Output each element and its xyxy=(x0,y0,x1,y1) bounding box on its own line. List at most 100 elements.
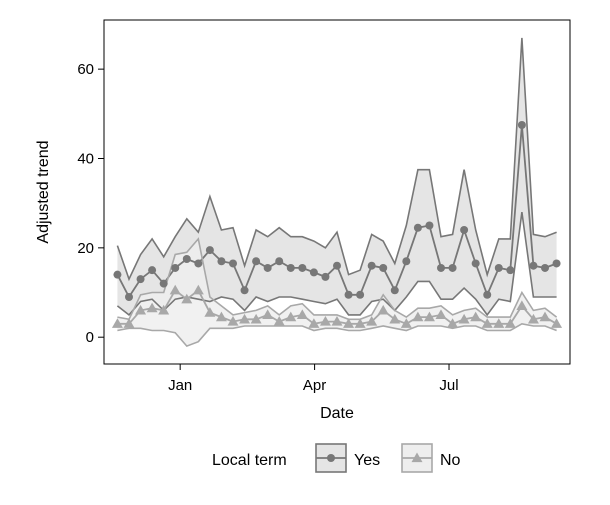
data-point-no xyxy=(366,316,378,326)
data-point-yes xyxy=(113,270,122,279)
data-point-yes xyxy=(252,257,261,266)
x-tick-label: Apr xyxy=(303,377,326,394)
data-point-yes xyxy=(552,259,561,268)
data-point-yes xyxy=(298,263,307,272)
data-point-no xyxy=(493,318,505,328)
data-point-no xyxy=(250,313,262,324)
data-point-no xyxy=(354,318,366,328)
data-point-yes xyxy=(390,286,399,295)
data-point-yes xyxy=(402,257,411,266)
data-point-no xyxy=(458,313,470,324)
data-point-no xyxy=(389,313,401,324)
x-tick-label: Jan xyxy=(168,377,192,394)
data-point-no xyxy=(400,318,412,328)
data-point-no xyxy=(447,318,459,328)
data-point-yes xyxy=(517,120,526,129)
series-lines xyxy=(116,37,558,348)
band-upper-line-no xyxy=(117,237,558,321)
legend-marker-no xyxy=(411,452,423,463)
y-tick-label: 20 xyxy=(77,240,94,257)
data-point-yes xyxy=(529,261,538,270)
data-point-no xyxy=(215,311,227,322)
legend-marker-yes xyxy=(327,454,335,462)
data-point-no xyxy=(551,318,563,328)
x-tick-label: Jul xyxy=(439,377,458,394)
data-point-yes xyxy=(136,275,145,284)
data-point-no xyxy=(504,318,516,328)
data-point-no xyxy=(539,311,551,322)
legend-label-yes: Yes xyxy=(354,452,380,469)
data-point-yes xyxy=(541,263,550,272)
data-point-no xyxy=(423,311,435,322)
data-point-no xyxy=(516,300,528,311)
band-lower-line-no xyxy=(117,322,557,348)
data-point-yes xyxy=(171,263,180,272)
data-point-no xyxy=(308,318,320,328)
data-point-yes xyxy=(460,225,469,234)
data-point-no xyxy=(169,284,181,295)
data-point-no xyxy=(377,304,389,315)
data-point-no xyxy=(343,318,355,328)
y-tick-label: 40 xyxy=(77,150,94,167)
data-point-no xyxy=(331,316,343,326)
plot-frame xyxy=(103,19,571,365)
data-point-yes xyxy=(159,279,168,288)
data-point-yes xyxy=(471,259,480,268)
series-markers xyxy=(111,120,563,328)
data-point-no xyxy=(204,307,216,317)
legend-label-no: No xyxy=(440,452,461,469)
data-point-yes xyxy=(413,223,422,232)
legend: Local term Yes No xyxy=(212,443,461,473)
data-point-yes xyxy=(425,221,434,230)
data-point-no xyxy=(273,316,285,326)
data-point-yes xyxy=(321,272,330,281)
x-axis-title: Date xyxy=(320,405,354,422)
data-point-yes xyxy=(263,263,272,272)
band-lower-line-yes xyxy=(116,211,557,317)
data-point-yes xyxy=(182,255,191,264)
data-point-no xyxy=(435,309,447,319)
data-point-no xyxy=(158,304,170,315)
data-point-yes xyxy=(379,263,388,272)
data-point-yes xyxy=(309,268,318,277)
data-point-yes xyxy=(494,263,503,272)
data-point-yes xyxy=(506,266,515,275)
band-upper-line-yes xyxy=(116,37,557,282)
data-point-no xyxy=(239,313,251,324)
data-point-no xyxy=(296,309,308,319)
data-point-no xyxy=(285,311,297,322)
data-point-no xyxy=(481,318,493,328)
y-tick-label: 60 xyxy=(77,61,94,78)
axes: 0 20 40 60 Jan Apr Jul xyxy=(77,61,458,394)
data-point-no xyxy=(135,304,147,315)
data-point-yes xyxy=(437,263,446,272)
data-point-yes xyxy=(148,266,157,275)
data-point-yes xyxy=(356,290,365,299)
y-tick-label: 0 xyxy=(86,329,94,346)
data-point-no xyxy=(319,316,331,326)
legend-title: Local term xyxy=(212,452,287,469)
data-point-yes xyxy=(483,290,492,299)
data-point-yes xyxy=(194,259,203,268)
data-point-no xyxy=(527,313,539,324)
data-point-no xyxy=(146,302,158,313)
data-point-no xyxy=(262,309,274,319)
data-point-no xyxy=(227,316,239,326)
data-point-no xyxy=(181,293,193,304)
data-point-no xyxy=(123,318,135,328)
data-point-no xyxy=(192,284,204,295)
data-point-yes xyxy=(286,263,295,272)
data-point-yes xyxy=(275,257,284,266)
data-point-no xyxy=(111,318,123,328)
y-axis-title: Adjusted trend xyxy=(35,140,52,243)
data-point-yes xyxy=(240,286,249,295)
data-point-no xyxy=(470,311,482,322)
data-point-yes xyxy=(228,259,237,268)
data-point-yes xyxy=(205,246,214,255)
data-point-yes xyxy=(124,292,133,301)
data-point-yes xyxy=(448,263,457,272)
data-point-yes xyxy=(344,290,353,299)
data-point-yes xyxy=(367,261,376,270)
band-yes xyxy=(117,37,557,315)
